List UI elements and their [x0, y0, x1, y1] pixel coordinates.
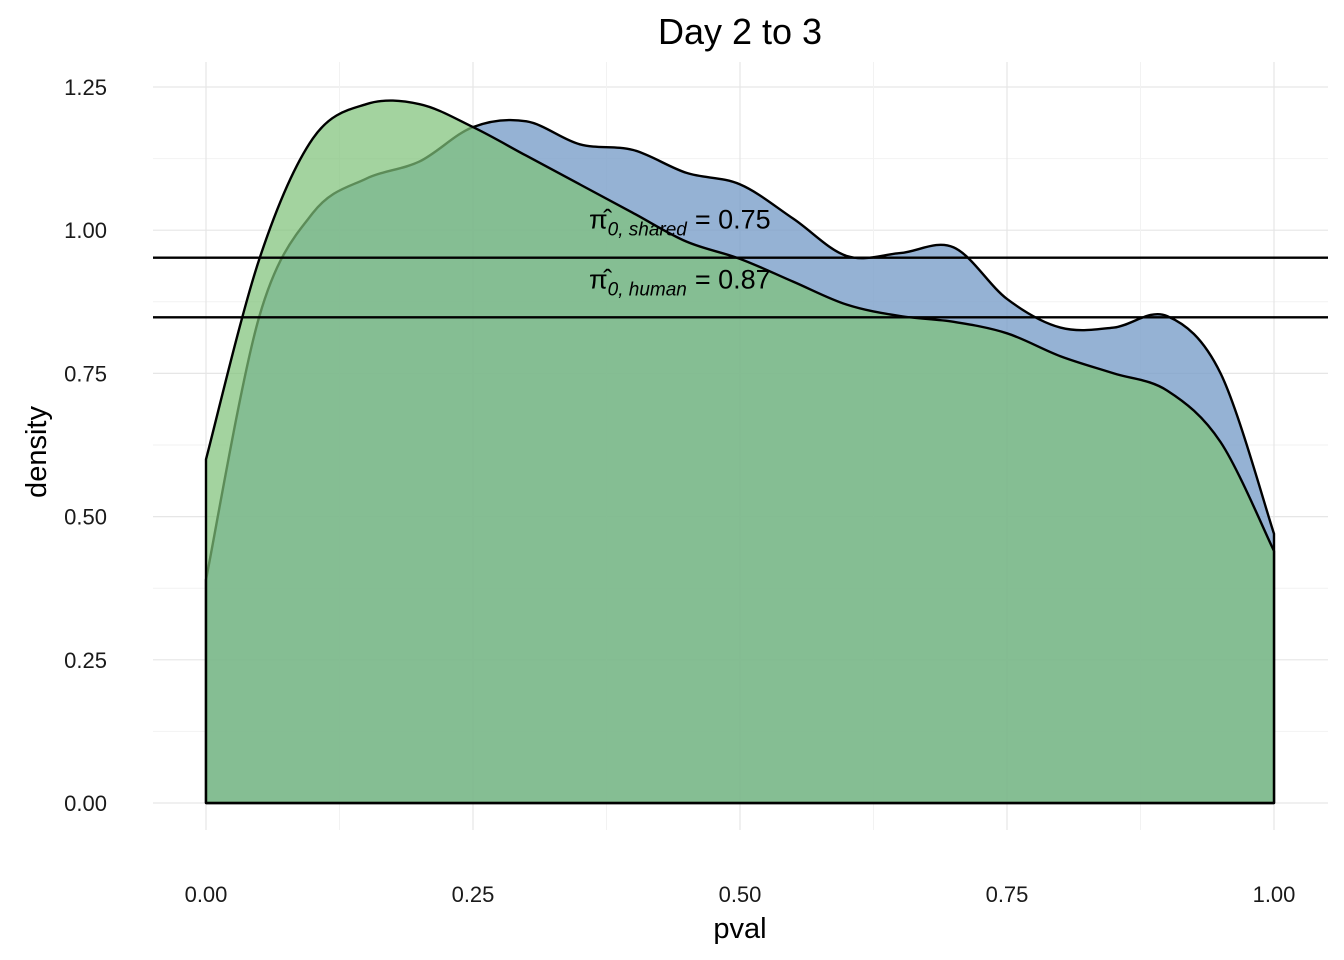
x-tick-label: 0.50 [719, 882, 762, 907]
density-area-green [204, 99, 1276, 805]
x-tick-label: 0.25 [452, 882, 495, 907]
y-axis-title: density [21, 406, 53, 498]
pi0-annotation: π̂0, human = 0.87 [589, 264, 771, 300]
reference-lines: π̂0, shared = 0.75 π̂0, human = 0.87 [153, 205, 1328, 319]
pi0-annotation: π̂0, shared = 0.75 [589, 205, 771, 241]
density-areas [204, 99, 1276, 805]
y-tick-label: 1.25 [64, 75, 107, 100]
x-tick-label: 0.00 [185, 882, 228, 907]
y-tick-label: 0.50 [64, 505, 107, 530]
chart-title: Day 2 to 3 [658, 11, 822, 52]
tick-labels: 0.00 0.25 0.50 0.75 1.00 0.00 0.25 0.50 0.75 1.00… [64, 75, 1295, 907]
y-tick-label: 0.25 [64, 648, 107, 673]
x-tick-label: 0.75 [986, 882, 1029, 907]
y-tick-label: 0.00 [64, 791, 107, 816]
y-tick-label: 0.75 [64, 361, 107, 386]
x-tick-label: 1.00 [1253, 882, 1296, 907]
x-axis-title: pval [713, 913, 766, 945]
y-tick-label: 1.00 [64, 218, 107, 243]
